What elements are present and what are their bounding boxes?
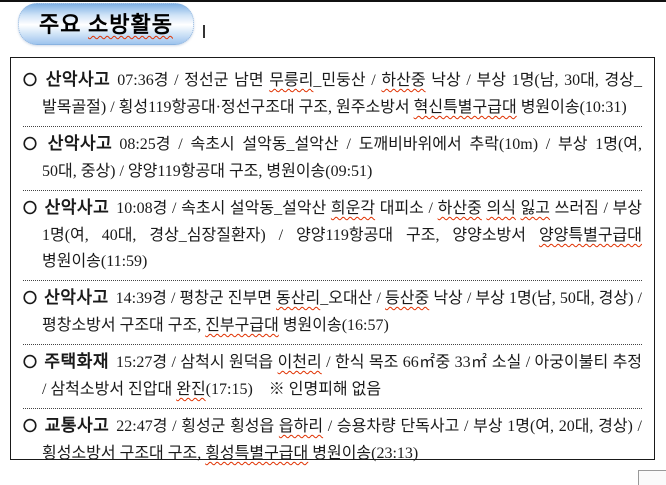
incident-text: 10:08경 / 속초시 설악동_설악산 희운각 대피소 / 하산중 의식 잃고…	[42, 200, 642, 270]
incident-text: 15:27경 / 삼척시 원덕읍 이천리 / 한식 목조 66㎡중 33㎡ 소실…	[42, 354, 642, 398]
section-title-text: 주요	[39, 12, 88, 37]
item-text-segment: 양양특별구급대	[538, 227, 642, 244]
list-item: 〇 교통사고 22:47경 / 횡성군 횡성읍 읍하리 / 승용차량 단독사고 / …	[23, 408, 642, 472]
item-text-segment: / 승용차량 단독사고 / 부상 1명(여, 20대, 경상) / 횡성소방서 …	[42, 418, 642, 462]
incident-paragraph: 〇 주택화재 15:27경 / 삼척시 원덕읍 이천리 / 한식 목조 66㎡중 3…	[23, 349, 642, 403]
incident-category: 산악사고	[44, 288, 109, 307]
scrollbar-corner	[638, 470, 666, 485]
list-item: 〇 주택화재 15:27경 / 삼척시 원덕읍 이천리 / 한식 목조 66㎡중 3…	[23, 344, 642, 408]
incident-category: 주택화재	[44, 352, 109, 371]
list-item: 〇 산악사고 10:08경 / 속초시 설악동_설악산 희운각 대피소 / 하산중 …	[23, 190, 642, 280]
incident-category: 산악사고	[47, 134, 113, 153]
item-text-segment: 이천리	[277, 354, 322, 371]
text-cursor	[202, 24, 205, 38]
item-text-segment: 읍하리	[278, 418, 324, 435]
incident-report-box: 〇 산악사고 07:36경 / 정선군 남면 무릉리_민둥산 / 하산중 낙상 / …	[10, 57, 655, 462]
item-text-segment: 완진	[176, 381, 206, 398]
bullet-icon: 〇	[23, 74, 39, 89]
incident-list: 〇 산악사고 07:36경 / 정선군 남면 무릉리_민둥산 / 하산중 낙상 / …	[23, 63, 642, 472]
item-text-segment: 낙상 / 부상 1명(남, 50대, 경상) / 평창소방서 구조대 구조,	[42, 290, 643, 334]
item-text-segment: 잃고	[520, 200, 551, 217]
top-divider	[0, 0, 666, 2]
item-text-segment: (17:15) ※ 인명피해 없음	[205, 381, 382, 398]
section-title-badge: 주요 소방활동	[18, 3, 194, 45]
item-text-segment: 희운각	[330, 200, 376, 217]
item-text-segment: / 한식 목조 66㎡중 33㎡ 소실 / 아궁이불티 추정 / 삼척소방서 진…	[42, 354, 643, 398]
list-item: 〇 산악사고 14:39경 / 평창군 진부면 동산리_오대산 / 등산중 낙상 /…	[23, 280, 642, 344]
incident-paragraph: 〇 산악사고 07:36경 / 정선군 남면 무릉리_민둥산 / 하산중 낙상 / …	[23, 67, 642, 121]
item-text-segment: 10:08경 / 속초시 설악동_설악산	[116, 200, 331, 217]
item-text-segment: 쓰러짐 / 부상 1명(여, 40대, 경상_심장질환자) / 양양119항공대…	[42, 200, 643, 244]
item-text-segment: 낙상 / 부상 1명(남, 30대, 경상_발목골절) / 횡성119항공대·정…	[42, 72, 643, 116]
bullet-icon: 〇	[23, 202, 38, 217]
item-text-segment: 동산리	[276, 290, 321, 307]
incident-text: 14:39경 / 평창군 진부면 동산리_오대산 / 등산중 낙상 / 부상 1…	[42, 290, 642, 334]
incident-paragraph: 〇 산악사고 08:25경 / 속초시 설악동_설악산 / 도깨비바위에서 추락(1…	[23, 131, 642, 185]
bullet-icon: 〇	[23, 138, 41, 153]
item-text-segment: 병원이송(11:59)	[42, 253, 148, 270]
item-text-segment: _민둥산 /	[313, 72, 382, 89]
item-text-segment: 07:36경 / 정선군 남면	[117, 72, 270, 89]
incident-category: 산악사고	[44, 198, 110, 217]
item-text-segment: 등산중	[385, 290, 430, 307]
item-text-segment: 22:47경 / 횡성군 횡성읍	[116, 418, 279, 435]
item-text-segment: 혁신특별구급대	[413, 99, 517, 116]
incident-text: 07:36경 / 정선군 남면 무릉리_민둥산 / 하산중 낙상 / 부상 1명…	[42, 72, 642, 116]
item-text-segment: 하산중	[381, 72, 426, 89]
item-text-segment: 병원이송(23:13)	[308, 445, 419, 462]
item-text-segment: 대피소 /	[375, 200, 438, 217]
item-text-segment: 14:39경 / 평창군 진부면	[115, 290, 277, 307]
incident-paragraph: 〇 산악사고 10:08경 / 속초시 설악동_설악산 희운각 대피소 / 하산중 …	[23, 195, 642, 275]
item-text-segment: 병원이송(16:57)	[278, 317, 389, 334]
incident-category: 산악사고	[45, 70, 111, 89]
item-text-segment: 무릉리	[269, 72, 314, 89]
bullet-icon: 〇	[23, 420, 38, 435]
item-text-segment: 하산중	[437, 200, 482, 217]
bullet-icon: 〇	[23, 292, 38, 307]
section-header: 주요 소방활동	[18, 3, 205, 45]
item-text-segment: _오대산 /	[320, 290, 386, 307]
incident-paragraph: 〇 교통사고 22:47경 / 횡성군 횡성읍 읍하리 / 승용차량 단독사고 / …	[23, 413, 642, 467]
incident-text: 08:25경 / 속초시 설악동_설악산 / 도깨비바위에서 추락(10m) /…	[42, 136, 642, 180]
item-text-segment: 15:27경 / 삼척시 원덕읍	[115, 354, 278, 371]
item-text-segment: 08:25경 / 속초시 설악동_설악산 / 도깨비바위에서 추락(10m) /…	[42, 136, 642, 180]
item-text-segment: 횡성특별구급대	[205, 445, 309, 462]
item-text-segment: 의식	[486, 200, 516, 217]
incident-category: 교통사고	[44, 416, 110, 435]
list-item: 〇 산악사고 07:36경 / 정선군 남면 무릉리_민둥산 / 하산중 낙상 / …	[23, 63, 642, 126]
incident-text: 22:47경 / 횡성군 횡성읍 읍하리 / 승용차량 단독사고 / 부상 1명…	[42, 418, 642, 462]
incident-paragraph: 〇 산악사고 14:39경 / 평창군 진부면 동산리_오대산 / 등산중 낙상 /…	[23, 285, 642, 339]
item-text-segment: 병원이송(10:31)	[516, 99, 627, 116]
section-title-text-underlined: 소방활동	[87, 12, 173, 37]
item-text-segment: 진부구급대	[205, 317, 279, 334]
bullet-icon: 〇	[23, 356, 38, 371]
list-item: 〇 산악사고 08:25경 / 속초시 설악동_설악산 / 도깨비바위에서 추락(1…	[23, 126, 642, 190]
